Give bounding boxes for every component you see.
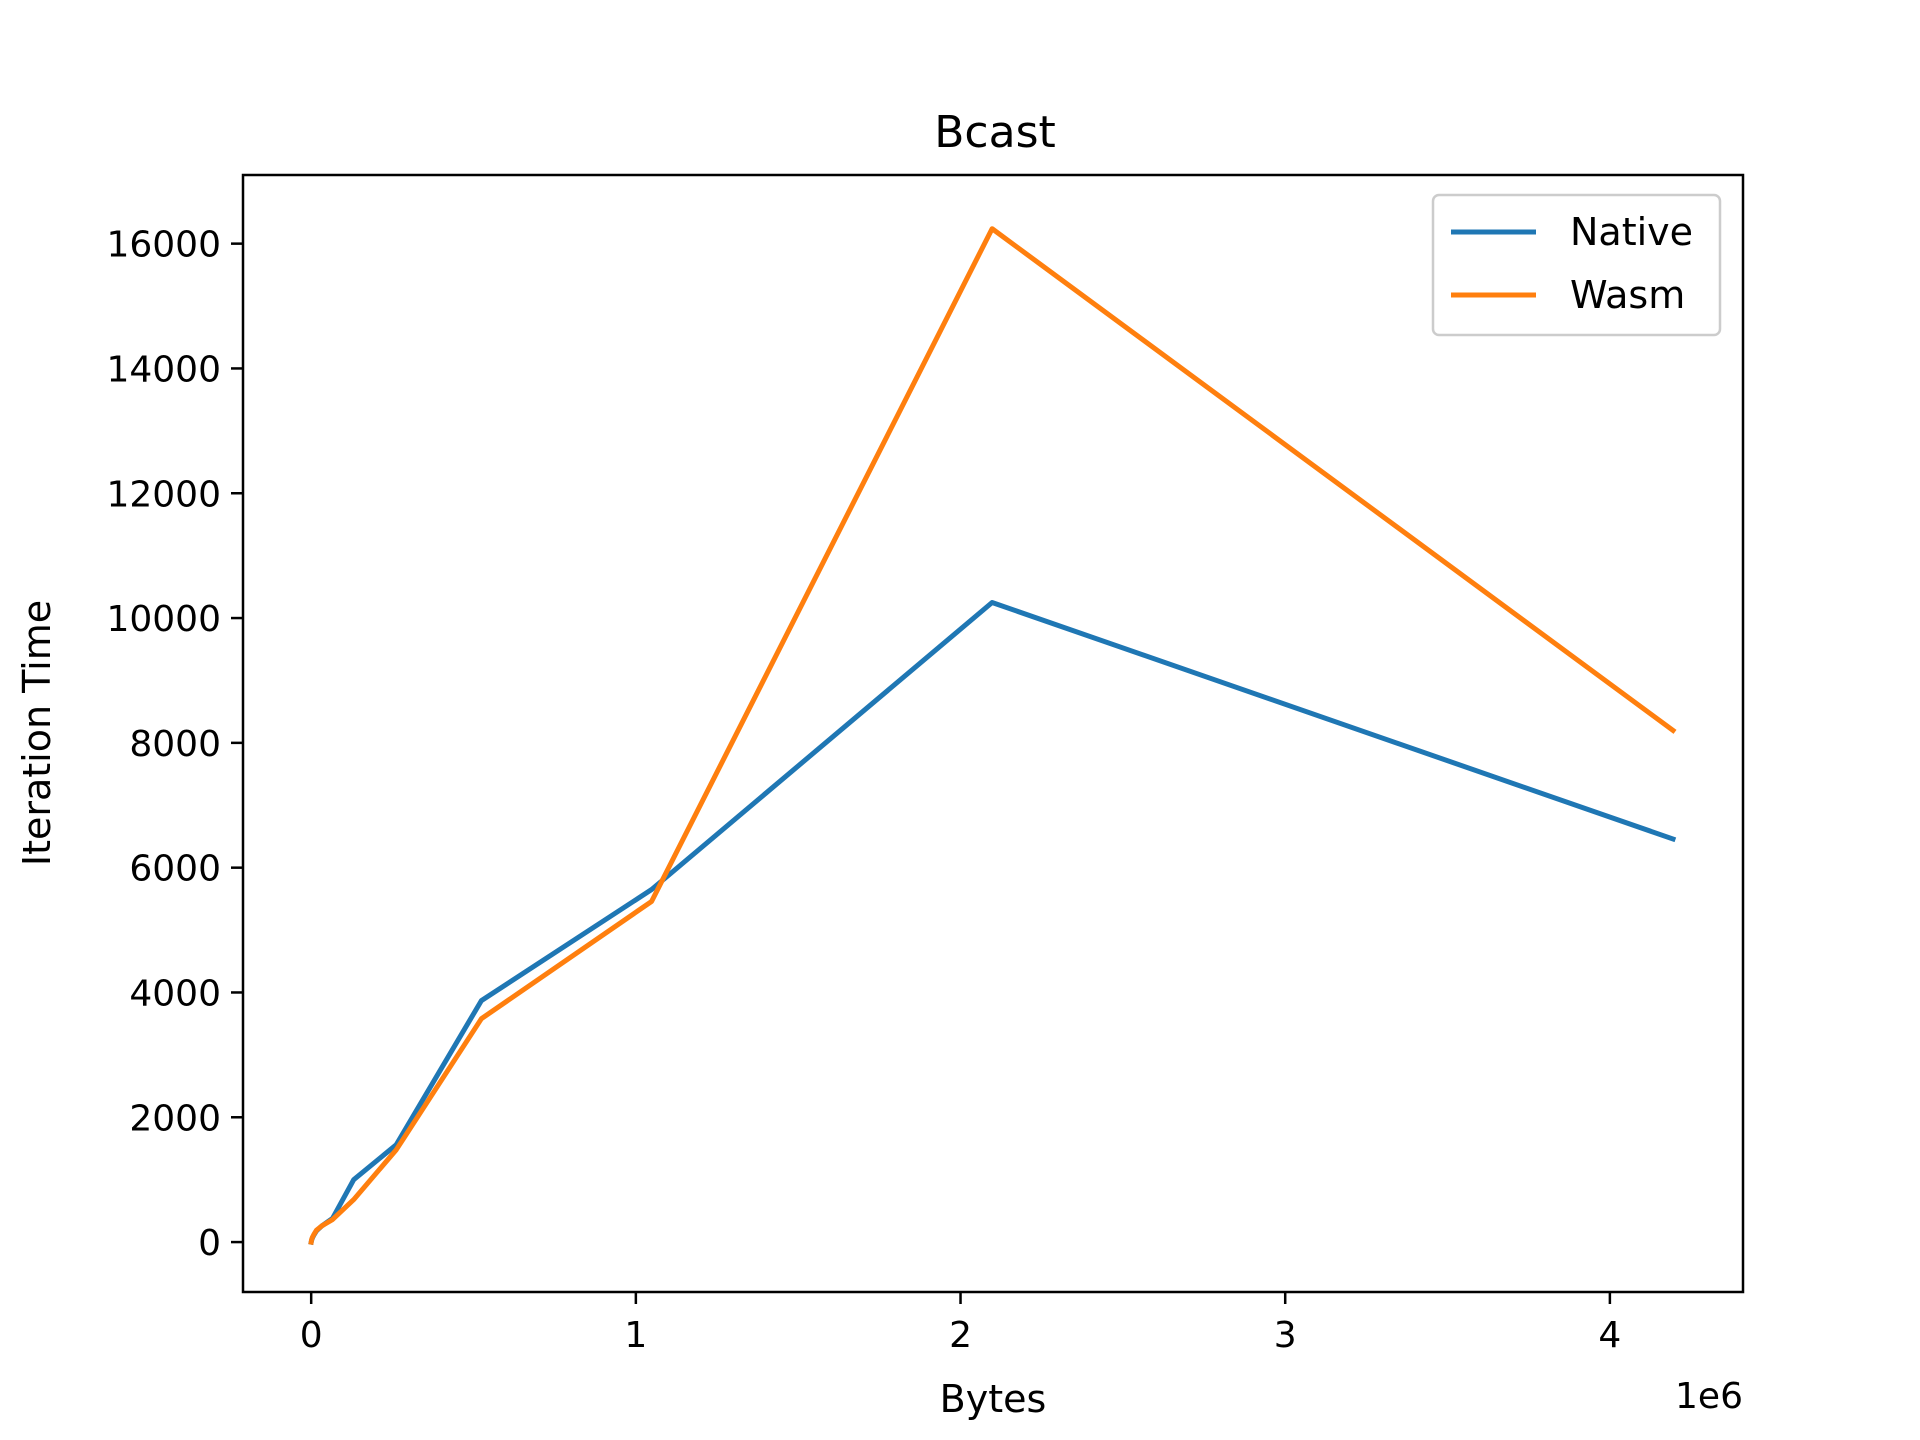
legend-label-wasm: Wasm xyxy=(1570,273,1685,317)
plot-frame xyxy=(241,173,1745,1294)
x-tick-label: 4 xyxy=(1598,1315,1621,1356)
series-layer xyxy=(308,226,1677,1246)
x-tick-label: 1 xyxy=(624,1315,647,1356)
x-tick-label: 2 xyxy=(949,1315,972,1356)
legend: Native Wasm xyxy=(1431,193,1722,337)
y-axis: 0 2000 4000 6000 8000 10000 12000 14000 16000 xyxy=(106,225,243,1264)
y-tick-label: 16000 xyxy=(106,225,221,266)
x-axis-label: Bytes xyxy=(940,1377,1047,1421)
y-tick-label: 0 xyxy=(198,1223,221,1264)
y-tick-label: 6000 xyxy=(129,849,221,890)
series-line-native xyxy=(308,600,1677,1246)
chart-title: Bcast xyxy=(934,107,1056,158)
y-tick-label: 10000 xyxy=(106,599,221,640)
y-tick-label: 4000 xyxy=(129,973,221,1014)
series-line-wasm xyxy=(308,226,1677,1245)
y-tick-label: 8000 xyxy=(129,724,221,765)
y-tick-label: 14000 xyxy=(106,349,221,390)
y-axis-label: Iteration Time xyxy=(15,600,59,866)
x-tick-label: 3 xyxy=(1274,1315,1297,1356)
y-tick-label: 12000 xyxy=(106,474,221,515)
x-tick-label: 0 xyxy=(300,1315,323,1356)
x-axis-offset-label: 1e6 xyxy=(1675,1376,1743,1417)
x-axis: 0 1 2 3 4 xyxy=(300,1292,1621,1356)
legend-label-native: Native xyxy=(1570,210,1693,254)
y-tick-label: 2000 xyxy=(129,1098,221,1139)
